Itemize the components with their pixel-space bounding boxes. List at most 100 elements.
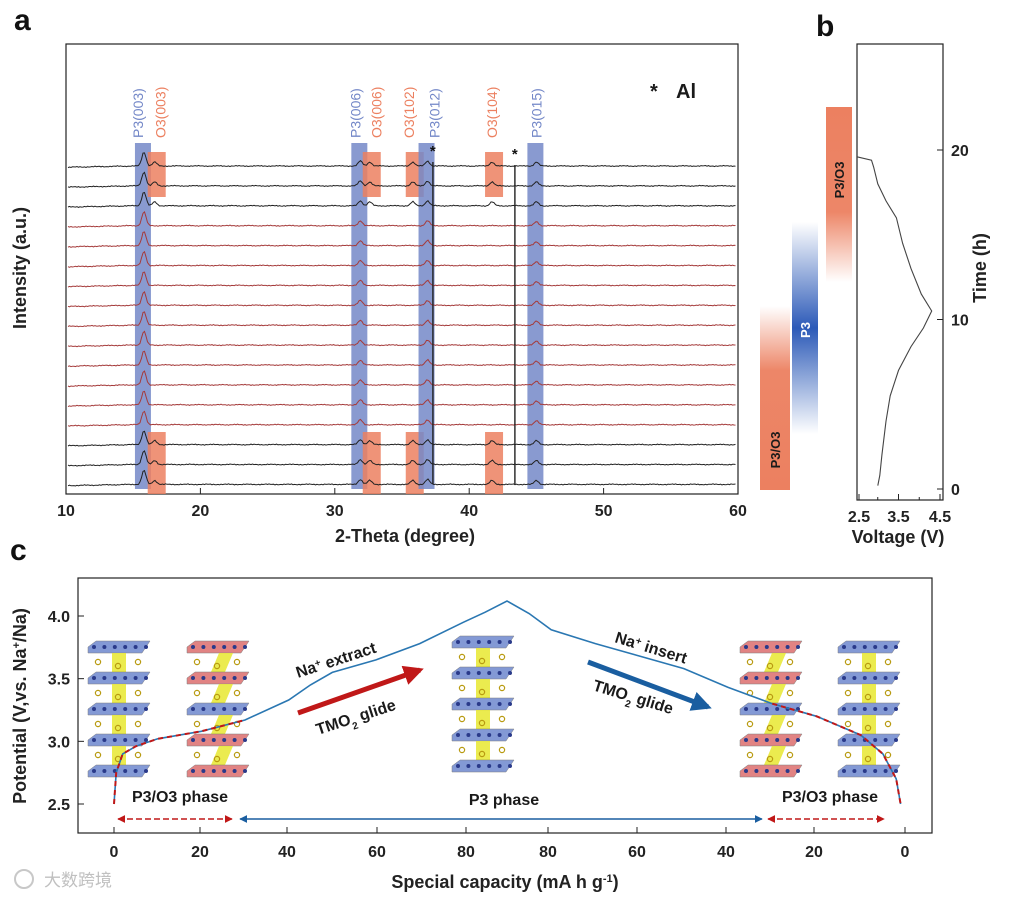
tm-atom	[222, 738, 227, 742]
na-ion	[786, 658, 794, 666]
tmo2-slab	[87, 640, 151, 654]
na-ion	[458, 684, 466, 692]
tm-atom	[497, 640, 502, 644]
label-extract: Na+ extract	[294, 639, 379, 682]
peak-label-O3(003): O3(003)	[153, 87, 169, 138]
na-prism	[476, 679, 490, 698]
tm-atom	[508, 640, 512, 644]
tm-atom	[842, 645, 846, 649]
na-ion	[786, 689, 794, 697]
tm-atom	[508, 733, 512, 737]
xrd-pattern-1	[67, 152, 736, 169]
na-ion	[193, 720, 201, 728]
xrd-pattern-16	[67, 450, 736, 467]
tm-atom	[852, 707, 857, 711]
panel-a-peak-labels: P3(003) O3(003) P3(006) O3(006) O3(102) P3(01…	[130, 87, 544, 138]
label-insert: Na+ insert	[613, 629, 690, 668]
tmo2-layer	[739, 702, 803, 716]
panel-a-xlabel: 2-Theta (degree)	[335, 526, 475, 546]
panel-c-frame	[77, 577, 933, 834]
na-prism	[862, 684, 876, 703]
tm-atom	[112, 738, 117, 742]
tm-atom	[232, 645, 237, 649]
panel-a-ylabel: Intensity (a.u.)	[10, 207, 30, 329]
panel-c-xticklabel-discharge-60: 60	[628, 844, 646, 861]
na-ion	[864, 755, 872, 763]
na-ion	[746, 720, 754, 728]
tm-atom	[883, 676, 888, 680]
tm-atom	[133, 676, 138, 680]
na-ion	[498, 653, 506, 661]
tmo2-slab	[87, 671, 151, 685]
na-ion	[233, 658, 241, 666]
tm-atom	[873, 707, 878, 711]
tm-atom	[201, 676, 206, 680]
tm-atom	[754, 676, 759, 680]
tm-atom	[476, 733, 481, 737]
tmo2-layer	[451, 635, 515, 649]
na-ion	[844, 658, 852, 666]
na-ion	[193, 658, 201, 666]
panel-c-crystal-structures	[87, 635, 901, 778]
na-ion	[746, 751, 754, 759]
tmo2-layer	[87, 671, 151, 685]
tm-atom	[211, 738, 216, 742]
tm-atom	[744, 645, 748, 649]
tm-atom	[456, 671, 460, 675]
tm-atom	[873, 676, 878, 680]
peak-label-P3(006): P3(006)	[347, 88, 363, 138]
na-ion	[478, 688, 486, 696]
tm-atom	[112, 645, 117, 649]
panel-a-ticklabel-60: 60	[729, 503, 747, 520]
xrd-pattern-4	[67, 210, 736, 228]
tm-atom	[883, 645, 888, 649]
panel-c-xticklabel-discharge-80: 80	[539, 844, 557, 861]
tm-atom	[796, 676, 800, 680]
tmo2-layer	[739, 733, 803, 747]
panel-b-yticklabel-0: 0	[951, 482, 960, 499]
tm-atom	[754, 738, 759, 742]
band-bot-O3(003)	[147, 432, 166, 494]
na-ion	[94, 689, 102, 697]
tm-atom	[92, 676, 96, 680]
tmo2-slab	[451, 635, 515, 649]
tm-atom	[842, 738, 846, 742]
panel-c-dash-right	[772, 702, 902, 805]
tmo2-slab	[739, 640, 803, 654]
na-ion	[884, 751, 892, 759]
tm-atom	[133, 738, 138, 742]
panel-b-yticklabel-20: 20	[951, 143, 969, 160]
tmo2-layer	[87, 640, 151, 654]
tmo2-layer	[837, 671, 901, 685]
tmo2-layer	[87, 702, 151, 716]
tm-atom	[191, 769, 195, 773]
tmo2-slab	[837, 671, 901, 685]
panel-c-yticklabel-2.5: 2.5	[48, 797, 70, 814]
tm-atom	[102, 645, 107, 649]
peak-label-P3(003): P3(003)	[130, 88, 146, 138]
tm-atom	[92, 769, 96, 773]
tm-atom	[466, 764, 471, 768]
tmo2-layer	[837, 733, 901, 747]
na-ion	[864, 693, 872, 701]
tm-atom	[508, 764, 512, 768]
panel-a-ticklabel-20: 20	[192, 503, 210, 520]
tm-atom	[775, 738, 780, 742]
tm-atom	[243, 769, 247, 773]
tm-atom	[466, 702, 471, 706]
na-ion	[134, 689, 142, 697]
tm-atom	[243, 645, 247, 649]
tm-atom	[508, 702, 512, 706]
na-ion	[884, 689, 892, 697]
tm-atom	[894, 769, 898, 773]
tm-atom	[894, 676, 898, 680]
tm-atom	[508, 671, 512, 675]
tm-atom	[862, 707, 867, 711]
tmo2-layer	[837, 702, 901, 716]
tm-atom	[764, 707, 769, 711]
panel-c-ticks: 2.5 3.0 3.5 4.0 0 20 40 60 80 80 60 40 20 0	[48, 609, 910, 861]
tm-atom	[112, 707, 117, 711]
tm-atom	[487, 733, 492, 737]
na-ion	[786, 720, 794, 728]
tm-atom	[852, 769, 857, 773]
